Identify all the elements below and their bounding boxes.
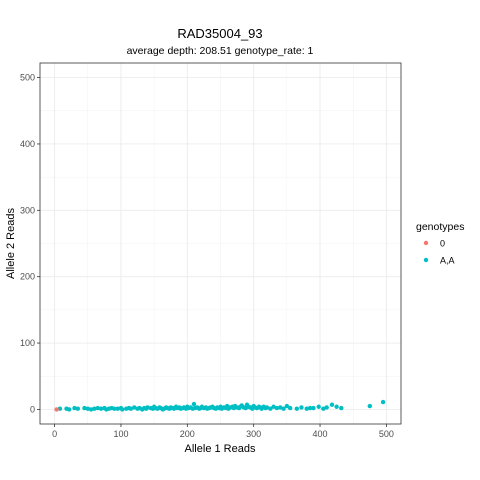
data-point	[92, 406, 97, 411]
data-point	[75, 406, 81, 411]
x-tick-label: 100	[113, 429, 128, 439]
data-point	[304, 406, 309, 411]
data-point	[339, 405, 344, 411]
data-point	[120, 407, 125, 412]
data-point	[82, 405, 87, 411]
legend-label-aa: A,A	[440, 256, 455, 266]
data-point	[380, 399, 386, 405]
data-point	[299, 405, 304, 410]
chart-subtitle: average depth: 208.51 genotype_rate: 1	[127, 45, 314, 57]
data-point	[128, 406, 134, 411]
data-point	[284, 403, 290, 409]
axis-ticks: 0 100 200 300 400 500 0 100 200 300 400 500	[20, 73, 394, 439]
data-point	[311, 405, 316, 411]
data-point	[294, 406, 300, 411]
data-point	[115, 406, 120, 411]
data-point	[145, 405, 150, 410]
data-point	[54, 407, 59, 412]
data-point	[57, 406, 63, 411]
data-point	[268, 406, 273, 411]
x-tick-label: 0	[52, 429, 57, 439]
data-point	[271, 404, 276, 409]
y-tick-label: 500	[20, 73, 35, 83]
chart-title: RAD35004_93	[177, 26, 262, 41]
data-point	[112, 406, 117, 411]
data-point	[191, 401, 197, 407]
data-point	[66, 407, 72, 412]
data-point	[324, 405, 329, 410]
legend: genotypes 0 A,A	[416, 221, 464, 266]
legend-label-0: 0	[440, 239, 445, 249]
legend-key-0	[423, 240, 429, 246]
y-tick-label: 300	[20, 205, 35, 215]
x-tick-label: 400	[313, 429, 328, 439]
data-point	[316, 404, 321, 409]
data-point	[85, 406, 90, 411]
data-point	[98, 406, 104, 411]
x-tick-label: 500	[379, 429, 394, 439]
data-point	[321, 406, 326, 411]
data-point	[264, 405, 270, 410]
data-point	[95, 405, 100, 411]
legend-key-aa	[423, 257, 429, 263]
y-tick-label: 400	[20, 139, 35, 149]
data-points	[54, 399, 386, 412]
data-point	[367, 403, 373, 409]
data-point	[287, 405, 293, 411]
panel-border	[39, 62, 402, 425]
data-point	[72, 405, 77, 411]
y-tick-label: 100	[20, 338, 35, 348]
data-point	[329, 402, 335, 407]
x-tick-label: 200	[180, 429, 195, 439]
data-point	[281, 406, 286, 411]
data-point	[278, 405, 283, 410]
data-point	[274, 405, 280, 411]
y-tick-label: 200	[20, 272, 35, 282]
x-tick-label: 300	[246, 429, 261, 439]
x-axis-title: Allele 1 Reads	[185, 443, 256, 455]
y-tick-label: 0	[30, 404, 35, 414]
legend-title: genotypes	[416, 221, 464, 233]
y-axis-title: Allele 2 Reads	[5, 208, 17, 279]
data-point	[334, 404, 339, 409]
data-point	[132, 405, 137, 410]
data-point	[307, 405, 313, 411]
data-point	[88, 407, 94, 412]
